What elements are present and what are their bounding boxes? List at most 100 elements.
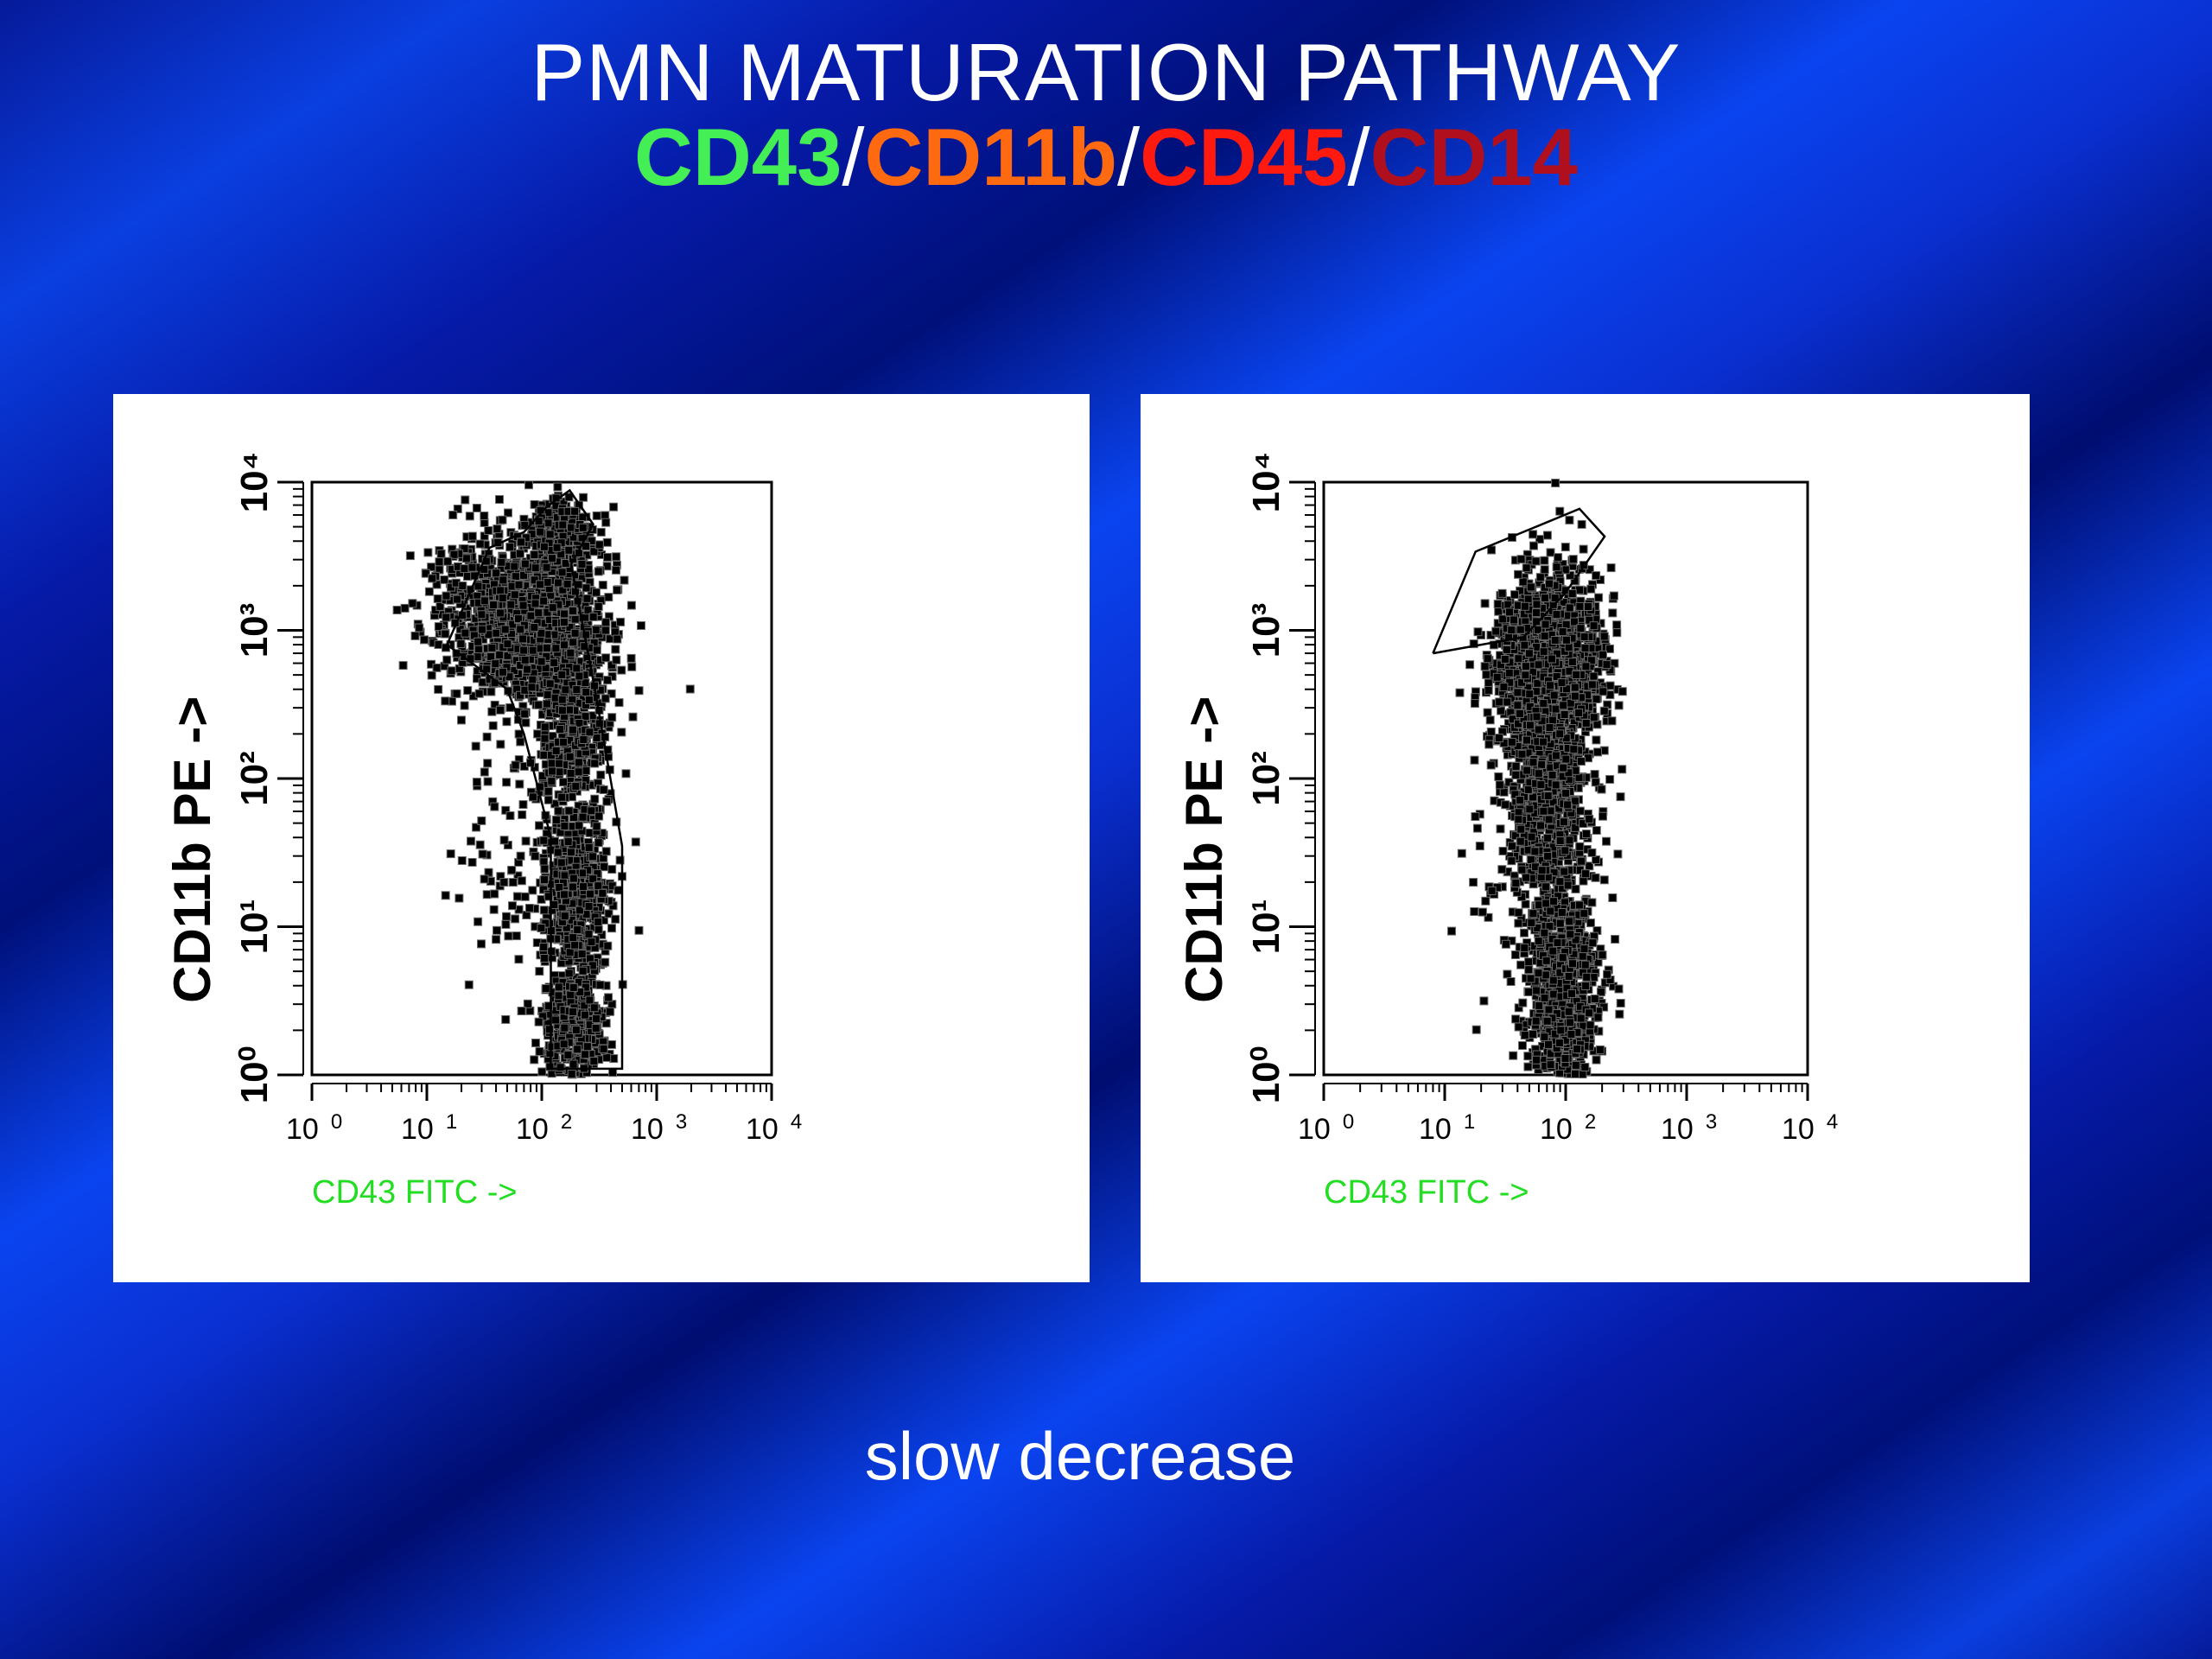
scatter-point [574,758,583,767]
scatter-point [1531,556,1541,566]
x-axis-title: CD43 FITC -> [312,1174,518,1211]
scatter-point [1592,735,1601,745]
scatter-point [557,706,567,715]
scatter-point [472,778,481,787]
scatter-point [598,888,607,898]
scatter-point [543,786,553,796]
scatter-point [594,925,603,934]
scatter-point [456,639,466,649]
scatter-point [461,554,471,563]
scatter-point [504,931,513,941]
scatter-point [523,999,532,1008]
scatter-point [1541,620,1550,629]
scatter-point [569,874,578,883]
scatter-point [537,924,546,932]
scatter-point [601,511,610,520]
scatter-point [1608,608,1618,618]
scatter-point [452,689,461,698]
scatter-point [1485,715,1495,725]
scatter-point [1560,543,1570,552]
scatter-point [1535,573,1545,582]
scatter-point [569,1007,578,1016]
scatter-point [582,1042,592,1052]
scatter-point [477,610,486,620]
scatter-point [573,1045,582,1054]
scatter-point [543,795,553,804]
scatter-point [551,746,561,755]
scatter-point [520,655,530,664]
scatter-point [589,1057,599,1066]
scatter-point [1599,632,1609,641]
scatter-point [473,652,482,662]
scatter-point [560,890,569,899]
scatter-point [478,849,487,859]
scatter-point [1496,824,1505,834]
scatter-point [543,607,552,617]
scatter-point [602,537,612,547]
scatter-point [516,737,525,747]
scatter-point [535,967,544,976]
scatter-point [1613,849,1623,859]
x-tick-label: 10 0 [286,1110,342,1146]
scatter-point [480,767,489,777]
scatter-point [1602,660,1611,670]
scatter-point [472,823,481,832]
scatter-point [591,1024,601,1033]
scatter-point [1533,625,1542,634]
scatter-point [461,495,470,505]
scatter-point [617,665,626,675]
scatter-point [467,531,477,541]
scatter-point [594,602,603,611]
scatter-point [482,890,492,899]
scatter-point [524,480,533,490]
scatter-point [453,505,462,513]
scatter-point [475,840,485,849]
scatter-point [631,837,640,847]
scatter-point [432,580,442,589]
scatter-point [559,618,569,627]
scatter-point [496,705,505,715]
scatter-point [634,925,644,935]
scatter-point [617,728,626,737]
scatter-point [563,1050,573,1059]
scatter-point [587,806,596,816]
scatter-point [592,1014,601,1023]
scatter-point [498,594,507,603]
scatter-point [1499,683,1509,692]
y-axis-title: CD11b PE -> [163,696,221,1003]
scatter-point [432,663,442,672]
x-tick-label: 10 2 [516,1110,572,1146]
scatter-point [1599,650,1607,659]
scatter-point [540,864,550,874]
scatter-point [493,925,501,935]
scatter-point [583,606,593,615]
scatter-point [1552,672,1561,681]
scatter-point [458,581,467,590]
scatter-point [534,1017,543,1027]
scatter-point [1529,530,1538,539]
scatter-point [578,966,588,976]
scatter-point [604,593,613,602]
scatter-point [1607,716,1617,726]
scatter-point [474,645,483,654]
scatter-point [442,591,451,601]
scatter-point [577,950,587,959]
scatter-point [434,684,443,694]
scatter-point [550,836,559,846]
scatter-point [541,984,550,993]
scatter-point [474,582,483,591]
scatter-point [603,941,613,950]
scatter-point [446,849,455,859]
scatter-point [1520,640,1529,650]
scatter-point [1577,519,1586,529]
scatter-point [1469,639,1478,649]
scatter-point [581,1050,590,1059]
scatter-point [1484,685,1493,695]
scatter-point [547,777,556,786]
scatter-point [518,810,527,819]
scatter-point [555,767,564,777]
scatter-point [556,858,566,868]
scatter-point [427,563,436,572]
scatter-point [520,892,530,901]
